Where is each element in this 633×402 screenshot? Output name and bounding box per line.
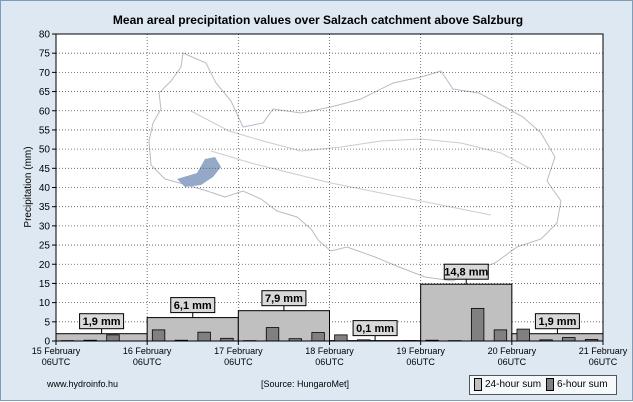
y-tick-label: 70 bbox=[39, 68, 51, 79]
bar-6-hour-sum bbox=[517, 329, 530, 341]
value-label-text: 0,1 mm bbox=[356, 323, 394, 335]
x-tick-label-date: 20 February bbox=[488, 346, 537, 356]
legend: 24-hour sum 6-hour sum bbox=[469, 375, 617, 395]
y-tick-label: 5 bbox=[44, 317, 50, 328]
y-tick-label: 50 bbox=[39, 145, 51, 156]
y-tick-label: 10 bbox=[39, 298, 51, 309]
bar-24-hour-sum bbox=[56, 334, 147, 341]
x-tick-label-date: 21 February bbox=[579, 346, 628, 356]
bar-6-hour-sum bbox=[266, 328, 279, 341]
y-tick-label: 45 bbox=[39, 164, 51, 175]
y-tick-label: 25 bbox=[39, 241, 51, 252]
x-tick-label-time: 06UTC bbox=[315, 357, 344, 367]
y-tick-label: 15 bbox=[39, 279, 51, 290]
y-tick-label: 55 bbox=[39, 125, 51, 136]
legend-item-24-hour: 24-hour sum bbox=[474, 378, 541, 391]
value-label-text: 1,9 mm bbox=[83, 316, 121, 328]
value-label-text: 7,9 mm bbox=[265, 293, 303, 305]
bar-6-hour-sum bbox=[335, 335, 348, 341]
bar-6-hour-sum bbox=[312, 333, 325, 341]
x-tick-label-date: 17 February bbox=[214, 346, 263, 356]
x-tick-label-time: 06UTC bbox=[42, 357, 71, 367]
website-credit: www.hydroinfo.hu bbox=[47, 379, 118, 389]
value-label-text: 6,1 mm bbox=[174, 300, 212, 312]
bar-6-hour-sum bbox=[107, 335, 120, 341]
bar-6-hour-sum bbox=[563, 338, 576, 341]
x-tick-label-date: 18 February bbox=[305, 346, 354, 356]
x-tick-label-time: 06UTC bbox=[133, 357, 162, 367]
value-label-text: 1,9 mm bbox=[538, 316, 576, 328]
legend-label-24-hour: 24-hour sum bbox=[485, 379, 541, 390]
x-tick-label-time: 06UTC bbox=[406, 357, 435, 367]
y-tick-label: 65 bbox=[39, 87, 51, 98]
data-source: [Source: HungaroMet] bbox=[261, 379, 349, 389]
y-tick-label: 40 bbox=[39, 183, 51, 194]
y-axis-label: Precipitation (mm) bbox=[23, 146, 34, 227]
x-tick-label-time: 06UTC bbox=[224, 357, 253, 367]
bar-6-hour-sum bbox=[494, 330, 507, 341]
bar-6-hour-sum bbox=[198, 332, 211, 341]
legend-label-6-hour: 6-hour sum bbox=[557, 379, 608, 390]
value-label-text: 14,8 mm bbox=[444, 267, 488, 279]
y-tick-label: 20 bbox=[39, 260, 51, 271]
y-tick-label: 35 bbox=[39, 202, 51, 213]
legend-item-6-hour: 6-hour sum bbox=[546, 378, 608, 391]
legend-swatch-24-hour bbox=[474, 378, 482, 391]
bar-6-hour-sum bbox=[471, 308, 484, 341]
y-tick-label: 60 bbox=[39, 106, 51, 117]
x-tick-label-time: 06UTC bbox=[589, 357, 618, 367]
y-tick-label: 80 bbox=[39, 30, 51, 41]
legend-swatch-6-hour bbox=[546, 378, 554, 391]
y-tick-label: 75 bbox=[39, 49, 51, 60]
chart-title: Mean areal precipitation values over Sal… bbox=[113, 13, 523, 27]
x-tick-label-date: 15 February bbox=[32, 346, 81, 356]
x-tick-label-time: 06UTC bbox=[498, 357, 527, 367]
x-tick-label-date: 16 February bbox=[123, 346, 172, 356]
bar-6-hour-sum bbox=[152, 330, 165, 341]
x-tick-label-date: 19 February bbox=[396, 346, 445, 356]
y-tick-label: 30 bbox=[39, 221, 51, 232]
